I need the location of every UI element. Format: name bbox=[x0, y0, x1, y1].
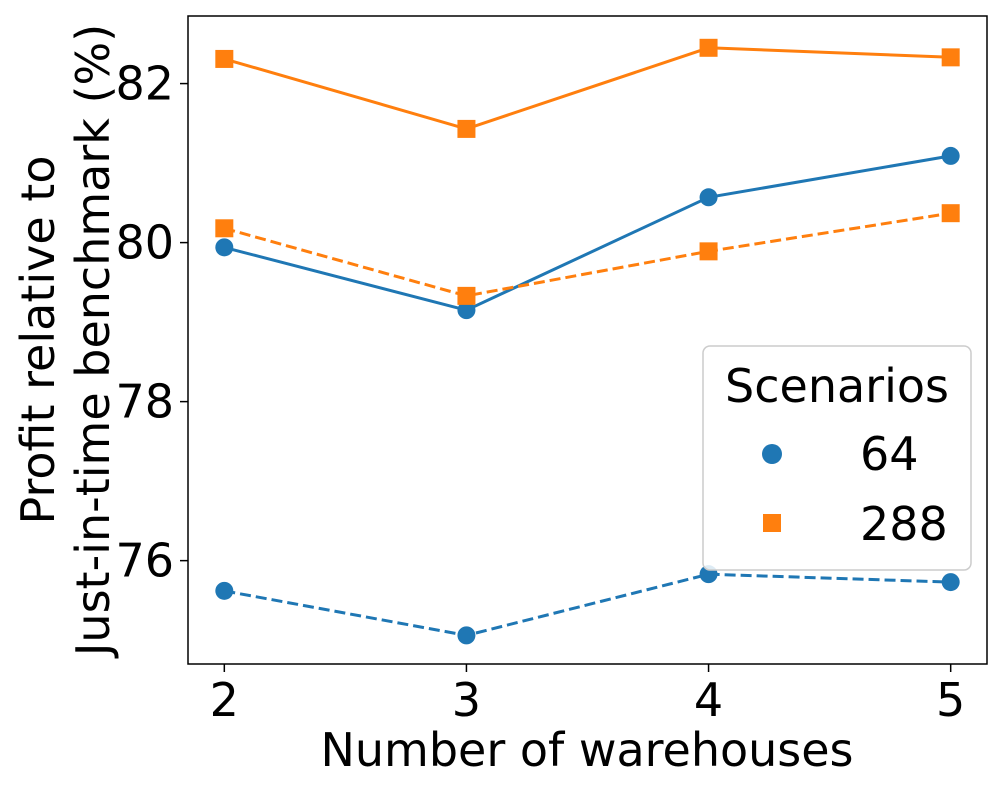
legend-label-288: 288 bbox=[860, 497, 948, 551]
y-tick-label: 80 bbox=[115, 216, 174, 270]
data-point-64 bbox=[215, 238, 234, 257]
data-point-288 bbox=[457, 286, 476, 305]
x-tick-label: 3 bbox=[452, 673, 481, 727]
data-point-288 bbox=[941, 204, 960, 223]
y-tick-label: 82 bbox=[115, 57, 174, 111]
y-axis: 76 78 80 82 bbox=[115, 57, 188, 588]
series-line-288-dashed bbox=[223, 211, 951, 298]
data-point-288 bbox=[215, 49, 234, 68]
legend-title: Scenarios bbox=[725, 359, 949, 413]
x-tick-label: 2 bbox=[210, 673, 239, 727]
data-point-64 bbox=[457, 626, 476, 645]
y-axis-label-line-1: Profit relative to bbox=[11, 156, 65, 525]
data-point-64 bbox=[457, 301, 476, 320]
y-axis-label-line-2: Just-in-time benchmark (%) bbox=[66, 24, 120, 659]
data-point-288 bbox=[457, 119, 476, 138]
x-axis-label: Number of warehouses bbox=[320, 723, 853, 777]
series-line-64-dashed bbox=[224, 572, 951, 637]
data-point-288 bbox=[941, 48, 960, 67]
data-point-64 bbox=[215, 581, 234, 600]
data-point-64 bbox=[699, 188, 718, 207]
data-point-64 bbox=[941, 573, 960, 592]
legend-label-64: 64 bbox=[860, 427, 919, 481]
data-point-64 bbox=[941, 146, 960, 165]
series-line-288-solid bbox=[223, 46, 951, 131]
data-point-288 bbox=[215, 219, 234, 238]
legend-marker-288 bbox=[763, 514, 781, 532]
x-tick-label: 5 bbox=[936, 673, 965, 727]
data-point-288 bbox=[699, 242, 718, 261]
x-tick-label: 4 bbox=[694, 673, 723, 727]
legend: Scenarios 64 288 bbox=[702, 345, 972, 571]
y-axis-label: Profit relative to Just-in-time benchmar… bbox=[11, 24, 120, 659]
x-axis: 2 3 4 5 bbox=[210, 664, 965, 727]
data-point-288 bbox=[699, 38, 718, 57]
series-layer bbox=[215, 38, 960, 645]
series-line-64-solid bbox=[223, 154, 951, 312]
y-tick-label: 78 bbox=[115, 375, 174, 429]
legend-marker-64 bbox=[762, 444, 782, 464]
y-tick-label: 76 bbox=[115, 534, 174, 588]
